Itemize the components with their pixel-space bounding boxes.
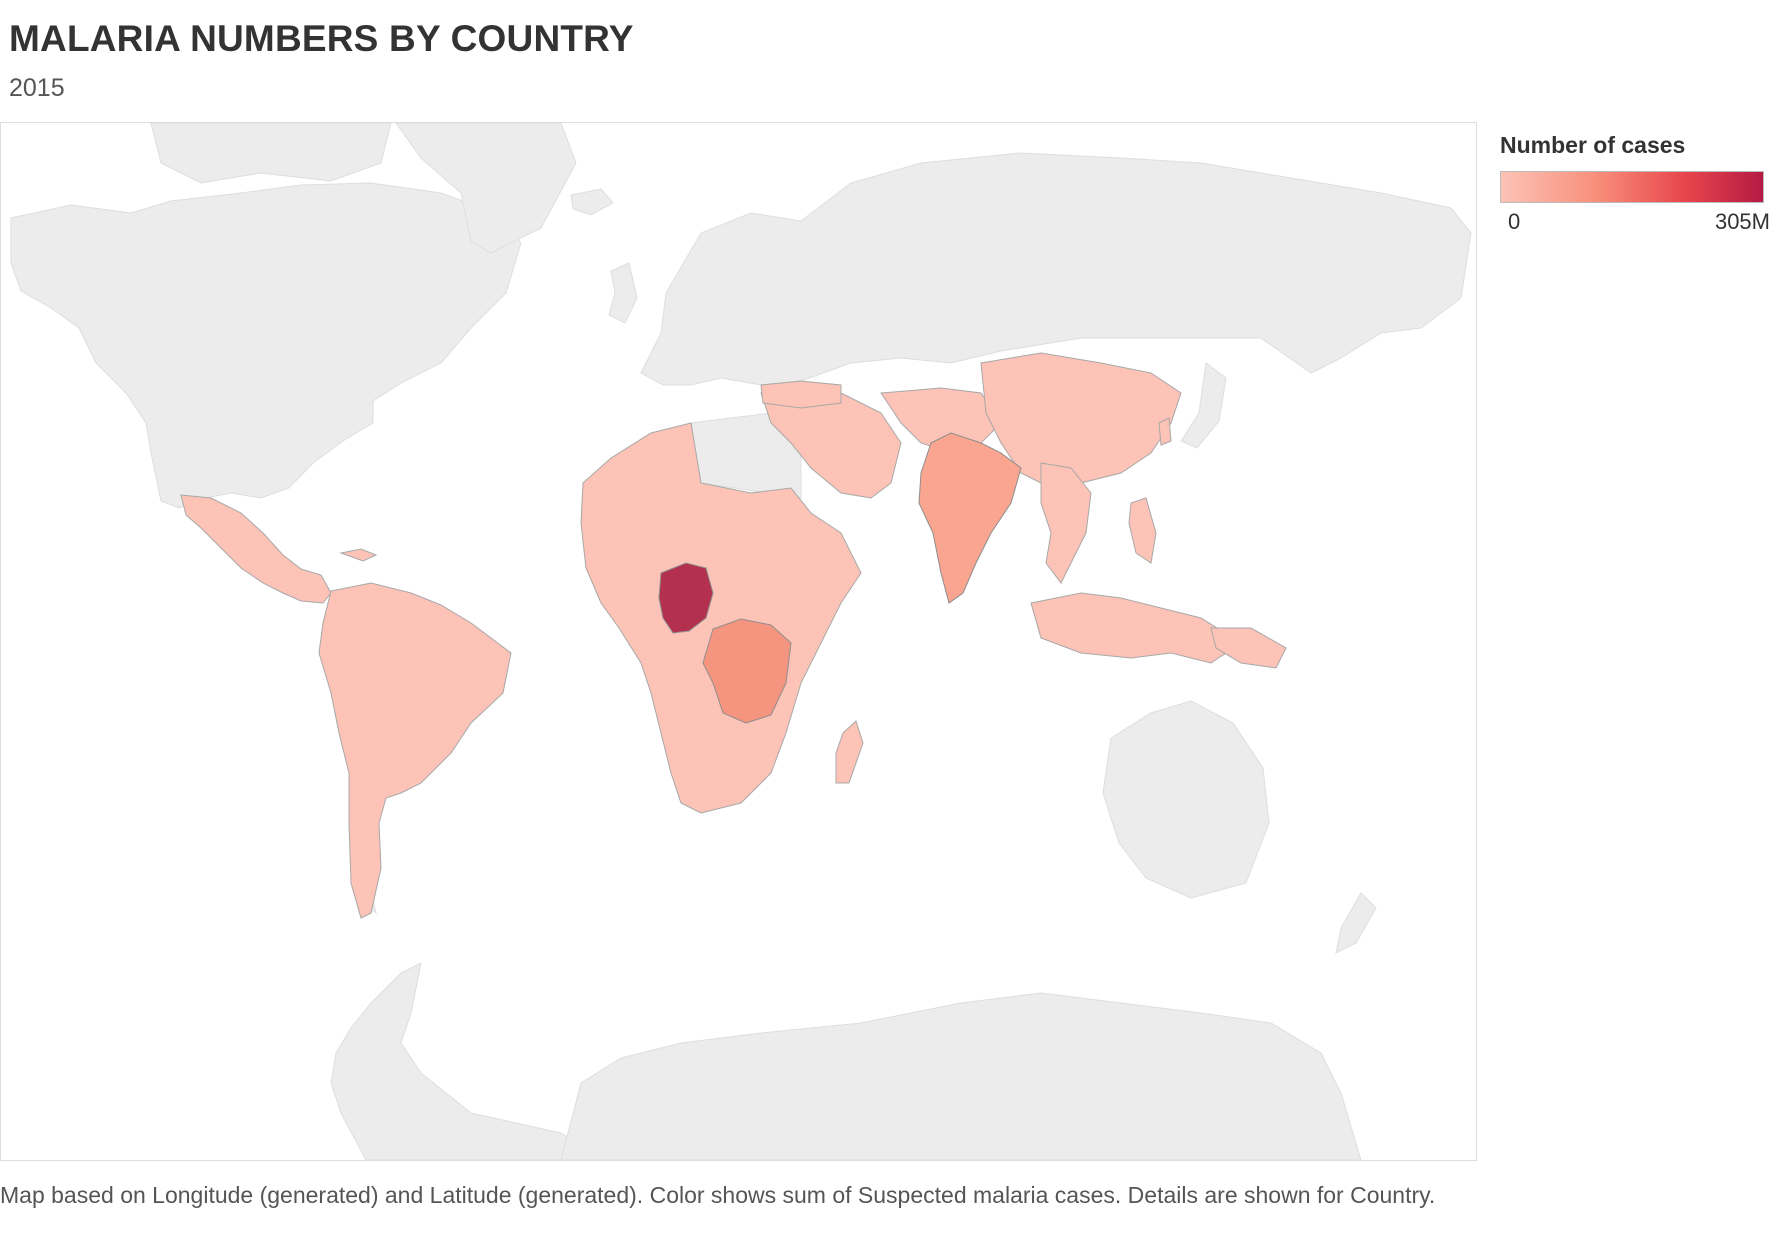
country-madagascar[interactable] [835, 720, 864, 784]
country-dr-congo[interactable] [702, 618, 792, 724]
country-turkey[interactable] [760, 380, 842, 409]
land-north-america [10, 182, 522, 509]
endemic-countries [180, 352, 1287, 919]
land-uk [608, 262, 638, 324]
country-se-asia[interactable] [1040, 462, 1092, 584]
legend-gradient-bar [1500, 171, 1764, 203]
map-view[interactable] [0, 122, 1477, 1161]
country-philippines[interactable] [1128, 497, 1157, 564]
legend-labels: 0 305M [1500, 209, 1772, 239]
color-legend: Number of cases 0 305M [1500, 132, 1772, 239]
land-eurasia [640, 152, 1472, 386]
country-caribbean[interactable] [339, 548, 378, 562]
country-india[interactable] [918, 432, 1022, 604]
legend-max-label: 305M [1714, 209, 1770, 234]
land-antarctica [560, 992, 1362, 1160]
land-japan [1180, 362, 1227, 449]
land-antarctic-peninsula [330, 962, 602, 1160]
legend-min-label: 0 [1508, 209, 1521, 234]
base-land [10, 123, 1472, 1160]
country-papua-new-guinea[interactable] [1210, 627, 1287, 669]
country-nigeria[interactable] [658, 562, 714, 634]
country-mexico[interactable] [180, 494, 332, 604]
land-greenland [395, 123, 577, 254]
land-arctic-islands [150, 123, 392, 184]
map-caption: Map based on Longitude (generated) and L… [0, 1182, 1436, 1208]
country-indonesia[interactable] [1030, 592, 1242, 664]
land-iceland [570, 188, 614, 216]
land-new-zealand [1335, 892, 1377, 954]
land-australia [1102, 700, 1270, 899]
country-korea[interactable] [1158, 417, 1172, 446]
country-china[interactable] [980, 352, 1182, 489]
page-subtitle: 2015 [9, 74, 65, 102]
country-south-america[interactable] [318, 582, 512, 919]
legend-title: Number of cases [1500, 132, 1686, 158]
world-map[interactable] [1, 123, 1476, 1160]
page-title: MALARIA NUMBERS BY COUNTRY [9, 18, 634, 59]
country-africa[interactable] [580, 422, 862, 814]
highlighted-countries [658, 432, 1022, 724]
